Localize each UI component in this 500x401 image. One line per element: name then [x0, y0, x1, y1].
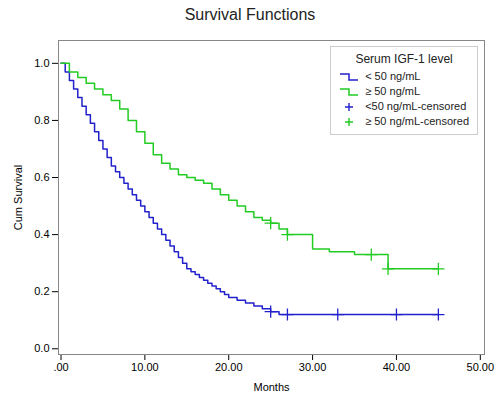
svg-text:10.00: 10.00 — [131, 361, 159, 373]
svg-text:0.0: 0.0 — [34, 342, 49, 354]
svg-text:0.2: 0.2 — [34, 285, 49, 297]
html-text:Survival Functions: Survival Functions — [184, 6, 316, 23]
svg-text:0.4: 0.4 — [34, 228, 49, 240]
html-text:<50 ng/mL-censored: <50 ng/mL-censored — [365, 100, 467, 112]
svg-text:Cum Survival: Cum Survival — [12, 165, 24, 230]
svg-text:1.0: 1.0 — [34, 57, 49, 69]
svg-text:Months: Months — [253, 381, 290, 393]
svg-text:30.00: 30.00 — [299, 361, 327, 373]
html-text:Serum IGF-1 level: Serum IGF-1 level — [355, 52, 453, 66]
svg-text:0.6: 0.6 — [34, 171, 49, 183]
html-text:< 50 ng/mL: < 50 ng/mL — [365, 70, 421, 82]
svg-text:20.00: 20.00 — [215, 361, 243, 373]
html-text:≥ 50 ng/mL: ≥ 50 ng/mL — [365, 85, 421, 97]
svg-text:0.8: 0.8 — [34, 114, 49, 126]
svg-text:50.00: 50.00 — [467, 361, 495, 373]
svg-text:40.00: 40.00 — [383, 361, 411, 373]
html-text:≥ 50 ng/mL-censored: ≥ 50 ng/mL-censored — [365, 115, 469, 127]
svg-text:.00: .00 — [53, 361, 68, 373]
